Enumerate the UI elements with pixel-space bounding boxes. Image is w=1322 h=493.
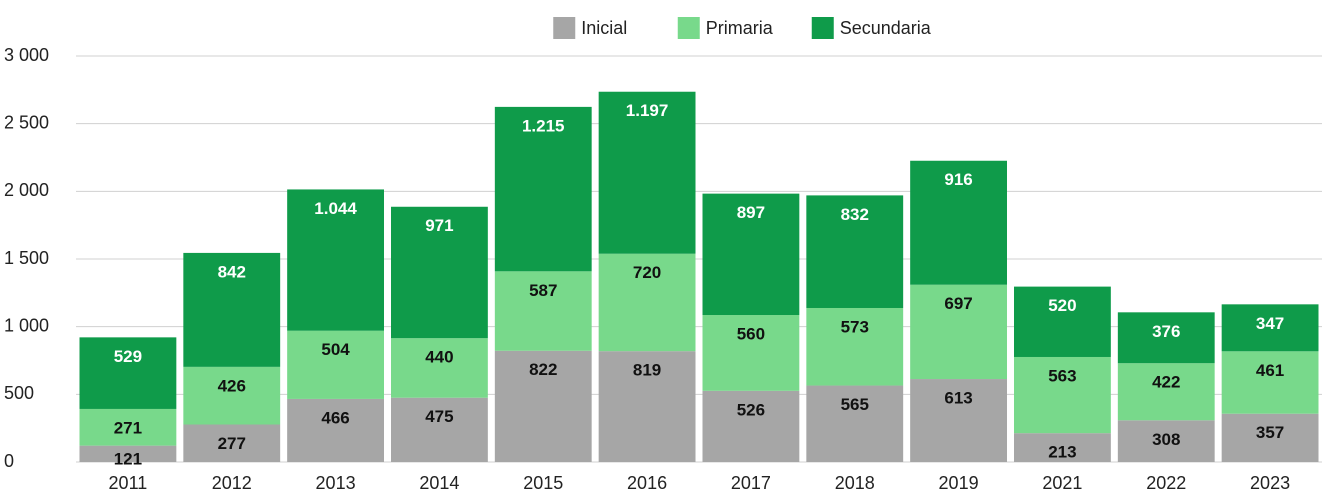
- x-tick-label: 2011: [109, 473, 148, 493]
- data-label: 466: [321, 408, 349, 427]
- legend-swatch: [553, 17, 576, 39]
- data-label: 426: [218, 376, 246, 395]
- data-label: 613: [944, 389, 972, 408]
- bar-segment: [391, 206, 488, 339]
- y-tick-label: 500: [4, 383, 34, 403]
- bar-segment: [1014, 286, 1111, 357]
- bar-segment: [1221, 304, 1319, 352]
- x-tick-label: 2013: [316, 473, 356, 493]
- data-label: 822: [529, 360, 557, 379]
- data-label: 529: [114, 347, 142, 366]
- bar-segment: [183, 366, 281, 425]
- legend-label: Secundaria: [840, 18, 932, 38]
- data-label: 357: [1256, 423, 1284, 442]
- bar-segment: [702, 193, 800, 316]
- legend-swatch: [811, 17, 834, 39]
- legend-label: Inicial: [581, 18, 627, 38]
- x-tick-label: 2019: [939, 473, 979, 493]
- data-label: 1.044: [314, 199, 357, 218]
- y-tick-label: 1 000: [4, 315, 49, 335]
- data-label: 697: [944, 294, 972, 313]
- data-label: 461: [1256, 361, 1284, 380]
- x-tick-label: 2023: [1250, 473, 1290, 493]
- x-tick-label: 2018: [835, 473, 875, 493]
- x-tick-label: 2015: [523, 473, 563, 493]
- bar-segment: [1117, 420, 1215, 462]
- data-label: 520: [1048, 296, 1076, 315]
- x-tick-label: 2016: [627, 473, 667, 493]
- bar-segment: [598, 351, 696, 462]
- data-label: 563: [1048, 366, 1076, 385]
- data-label: 565: [841, 395, 869, 414]
- data-label: 587: [529, 281, 557, 300]
- bar-segment: [910, 284, 1007, 380]
- data-label: 376: [1152, 322, 1180, 341]
- data-label: 560: [737, 325, 765, 344]
- data-label: 1.215: [522, 116, 565, 135]
- bar-segment: [910, 160, 1007, 285]
- data-label: 1.197: [626, 101, 669, 120]
- x-tick-label: 2022: [1146, 473, 1186, 493]
- data-label: 971: [425, 216, 453, 235]
- bar-segment: [391, 397, 488, 462]
- y-tick-label: 0: [4, 451, 14, 471]
- data-label: 121: [114, 449, 142, 468]
- x-tick-label: 2017: [731, 473, 771, 493]
- x-tick-label: 2012: [212, 473, 252, 493]
- y-tick-label: 3 000: [4, 45, 49, 65]
- bar-segment: [598, 91, 696, 254]
- data-label: 897: [737, 203, 765, 222]
- bar-segment: [183, 424, 281, 462]
- data-label: 277: [218, 434, 246, 453]
- bar-segment: [1221, 351, 1319, 414]
- data-label: 573: [841, 317, 869, 336]
- data-label: 916: [944, 170, 972, 189]
- data-label: 440: [425, 348, 453, 367]
- bar-segment: [806, 195, 904, 308]
- data-label: 475: [425, 407, 453, 426]
- bar-segment: [1221, 413, 1319, 462]
- bar-segment: [494, 350, 592, 462]
- bar-segment: [806, 307, 904, 386]
- data-label: 422: [1152, 373, 1180, 392]
- x-tick-label: 2014: [419, 473, 459, 493]
- bar-segment: [702, 315, 800, 391]
- y-tick-label: 2 000: [4, 180, 49, 200]
- legend-label: Primaria: [706, 18, 774, 38]
- bar-segment: [79, 408, 177, 446]
- data-label: 842: [218, 262, 246, 281]
- data-label: 819: [633, 361, 661, 380]
- legend-swatch: [677, 17, 700, 39]
- bar-segment: [183, 252, 281, 367]
- bar-segment: [1014, 356, 1111, 434]
- x-tick-label: 2021: [1042, 473, 1082, 493]
- bar-segment: [287, 330, 384, 399]
- data-label: 720: [633, 263, 661, 282]
- data-label: 308: [1152, 430, 1180, 449]
- bar-segment: [79, 445, 177, 462]
- data-label: 271: [114, 418, 142, 437]
- bar-segment: [702, 390, 800, 462]
- bar-segment: [287, 189, 384, 331]
- bar-segment: [1014, 433, 1111, 462]
- bar-segment: [1117, 363, 1215, 421]
- bar-segment: [1117, 312, 1215, 364]
- bar-segment: [910, 379, 1007, 462]
- bar-segment: [79, 337, 177, 409]
- data-label: 504: [321, 340, 350, 359]
- y-tick-label: 2 500: [4, 112, 49, 132]
- bar-segment: [494, 106, 592, 272]
- data-label: 526: [737, 400, 765, 419]
- bar-segment: [598, 253, 696, 352]
- data-label: 213: [1048, 443, 1076, 462]
- bar-segment: [287, 398, 384, 462]
- data-label: 832: [841, 205, 869, 224]
- y-tick-label: 1 500: [4, 248, 49, 268]
- data-label: 347: [1256, 314, 1284, 333]
- bar-segment: [494, 271, 592, 351]
- bar-segment: [391, 338, 488, 398]
- bar-segment: [806, 385, 904, 462]
